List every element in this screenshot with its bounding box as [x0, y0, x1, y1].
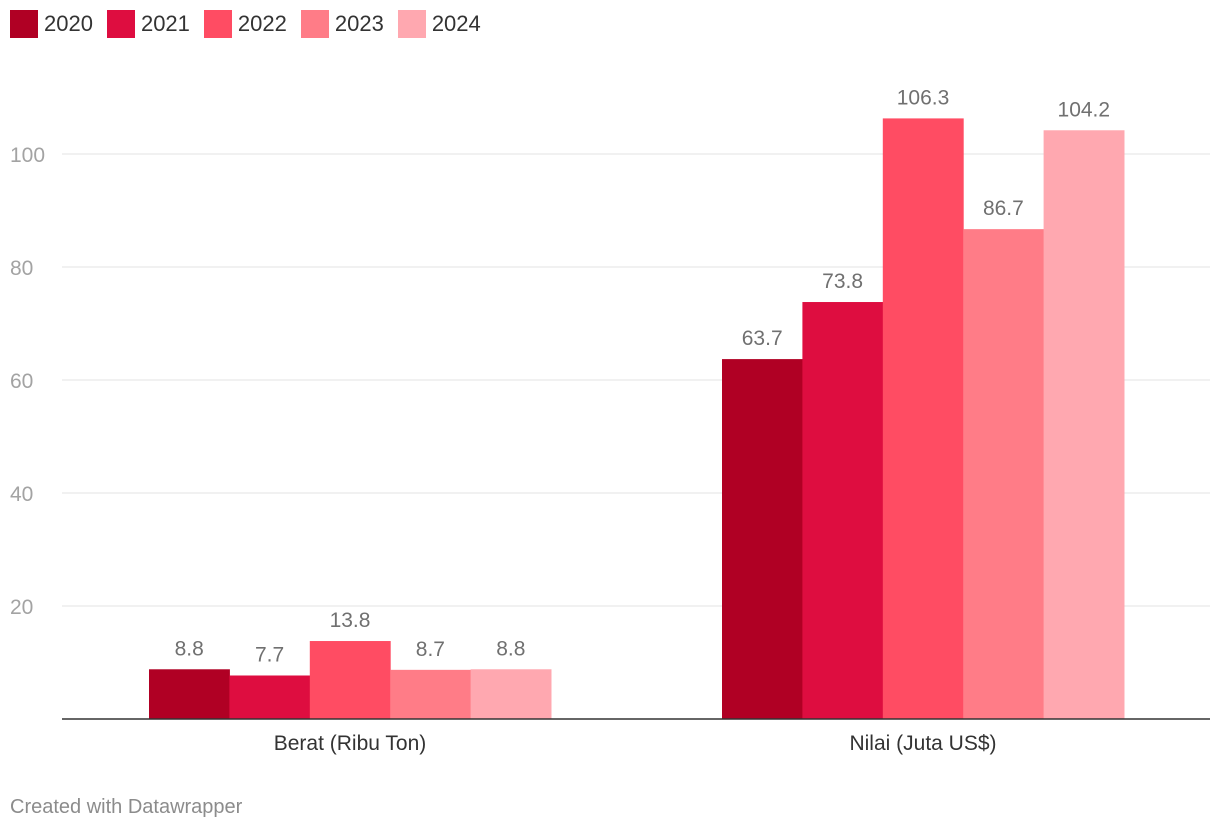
data-label: 73.8	[822, 270, 863, 293]
legend-item-2021: 2021	[106, 10, 190, 38]
bar-2022-nilai	[882, 118, 964, 719]
data-label: 13.8	[330, 609, 371, 632]
x-category-label: Nilai (Juta US$)	[849, 732, 996, 755]
legend-swatch	[397, 10, 426, 38]
legend-label: 2023	[334, 11, 384, 36]
legend-label: 2021	[140, 11, 190, 36]
bar-2021-nilai	[802, 302, 884, 719]
legend-item-2023: 2023	[300, 10, 384, 38]
data-label: 7.7	[255, 643, 284, 666]
legend-label: 2024	[431, 11, 481, 36]
legend-swatch	[106, 10, 135, 38]
legend-item-2020: 2020	[10, 10, 93, 38]
chart-legend: 2020 2021 2022 2023 2024	[10, 8, 495, 40]
y-tick-label: 80	[10, 257, 33, 280]
legend-item-2024: 2024	[397, 10, 481, 38]
x-category-label: Berat (Ribu Ton)	[274, 732, 427, 755]
credit-text: Created with Datawrapper	[10, 796, 243, 818]
bar-2020-nilai	[722, 359, 803, 719]
bar-2023-berat	[390, 669, 472, 719]
data-label: 8.8	[175, 637, 204, 660]
y-tick-label: 100	[10, 144, 45, 167]
bar-chart: 20 40 60 80 100 8.8 7.7 13.8 8.7 8.8 Berat (Ribu T…	[10, 86, 1210, 755]
legend-label: 2020	[44, 11, 93, 36]
y-tick-label: 40	[10, 483, 33, 506]
bar-2024-nilai	[1043, 130, 1125, 719]
legend-label: 2022	[237, 11, 287, 36]
data-label: 8.7	[416, 638, 445, 661]
bar-2024-berat	[470, 669, 552, 719]
bar-2022-berat	[309, 641, 391, 719]
data-label: 106.3	[897, 86, 950, 109]
legend-swatch	[300, 10, 329, 38]
legend-swatch	[10, 10, 38, 38]
data-label: 63.7	[742, 327, 783, 350]
bar-2021-berat	[229, 675, 311, 719]
data-label: 104.2	[1058, 98, 1111, 121]
data-label: 8.8	[496, 637, 525, 660]
legend-swatch	[203, 10, 232, 38]
y-tick-label: 60	[10, 370, 33, 393]
bar-2020-berat	[149, 669, 230, 719]
bar-2023-nilai	[963, 229, 1045, 719]
data-label: 86.7	[983, 197, 1024, 220]
legend-item-2022: 2022	[203, 10, 287, 38]
y-tick-label: 20	[10, 596, 33, 619]
